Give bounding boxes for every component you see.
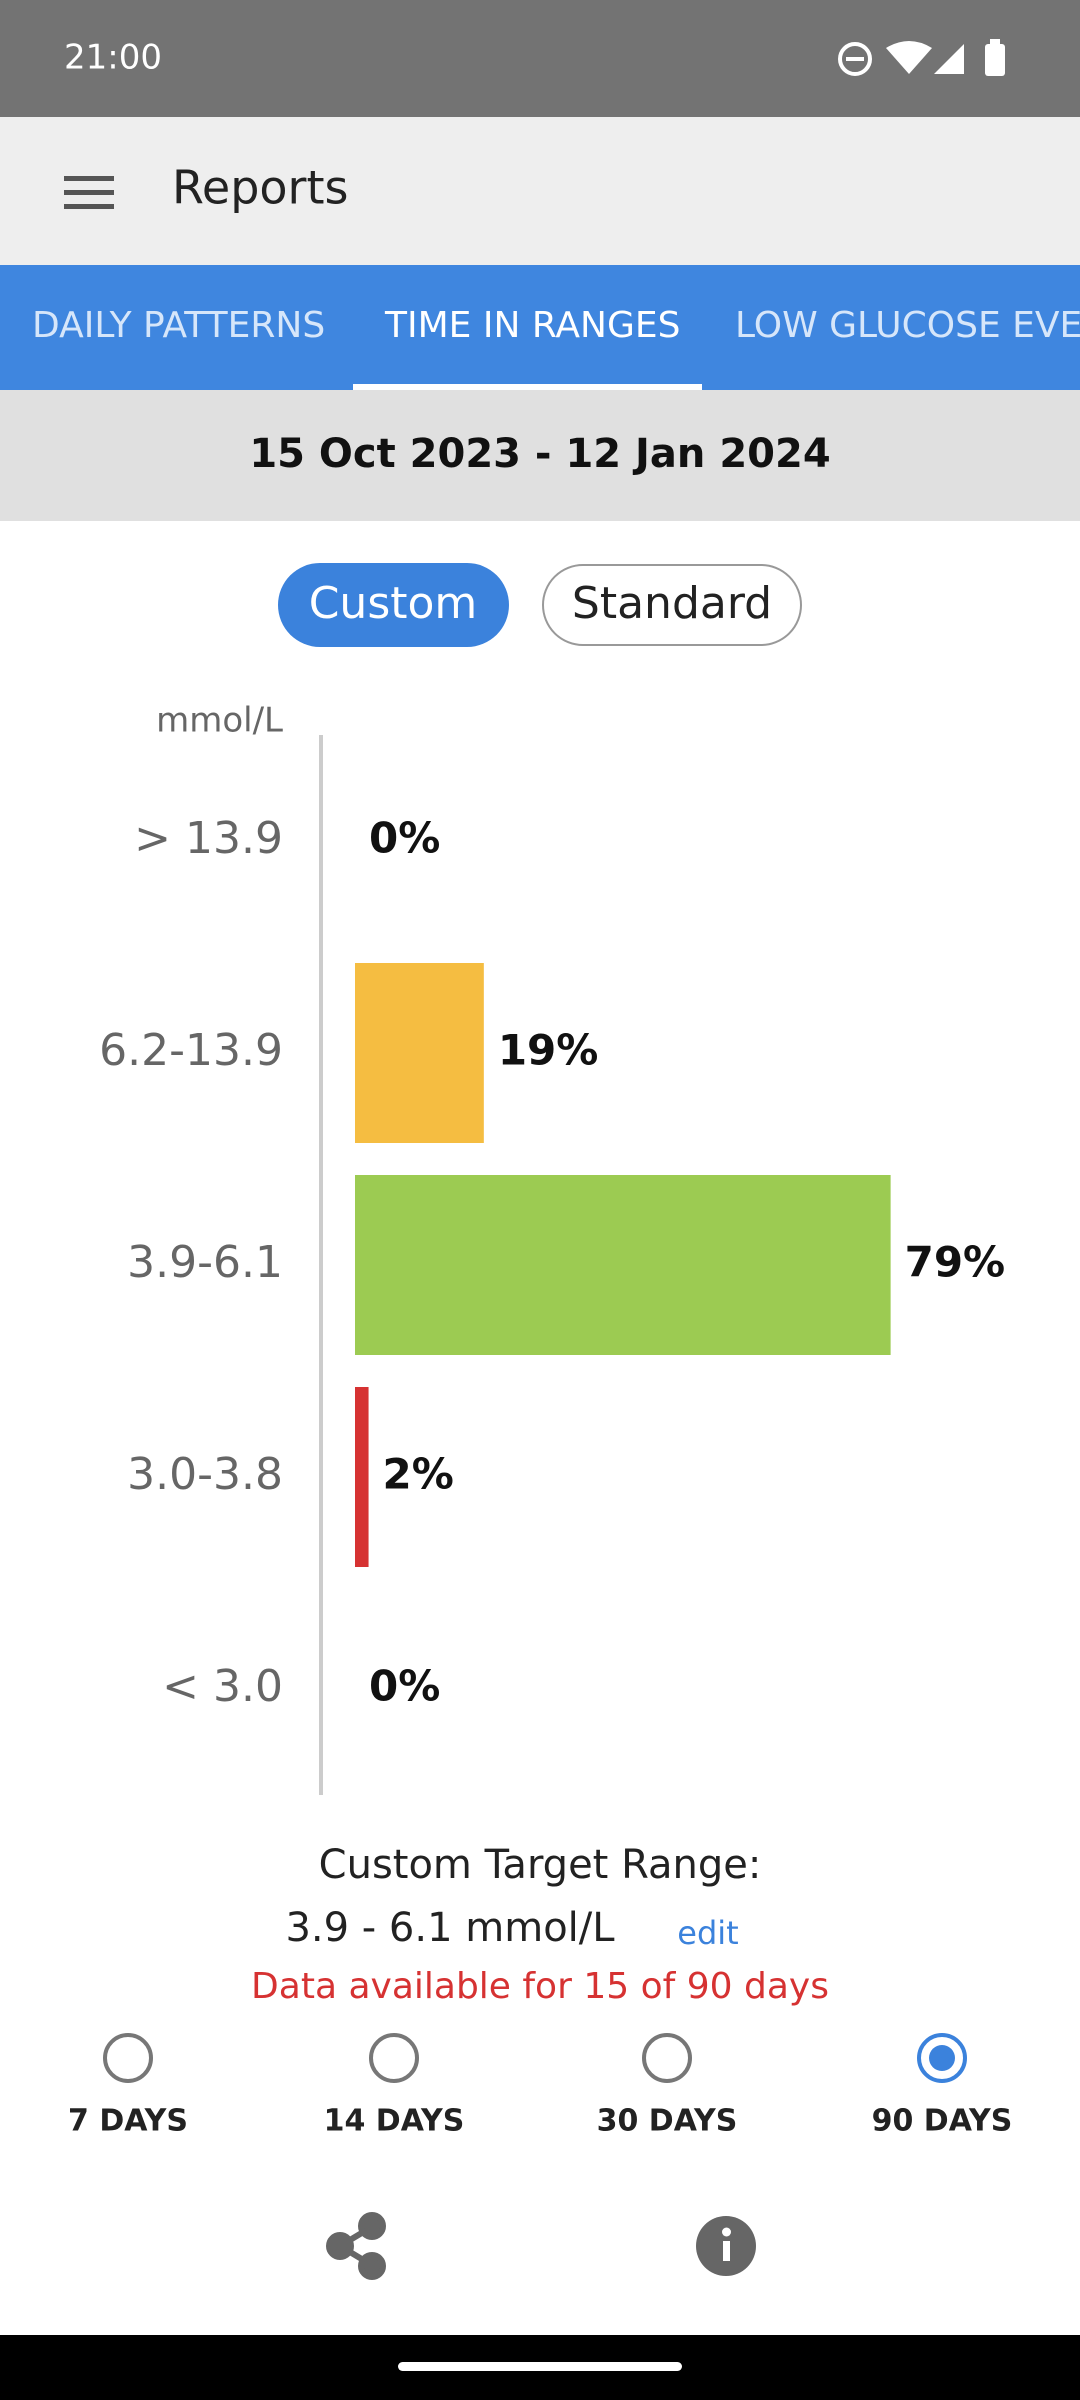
value-label: 79% <box>905 1238 1006 1287</box>
radio-dot <box>929 2045 955 2071</box>
category-label: < 3.0 <box>162 1661 283 1712</box>
period-label: 90 DAYS <box>872 2104 1013 2139</box>
status-time: 21:00 <box>64 38 162 78</box>
axis-label: mmol/L <box>156 701 283 741</box>
tab-bar <box>0 265 1080 390</box>
availability: Data available for 15 of 90 days <box>251 1966 829 2007</box>
radio[interactable] <box>103 2033 153 2083</box>
target-range: 3.9 - 6.1 mmol/L <box>285 1905 615 1951</box>
radio[interactable] <box>642 2033 692 2083</box>
category-label: 6.2-13.9 <box>99 1025 283 1076</box>
value-label: 0% <box>369 814 440 863</box>
app-bar <box>0 117 1080 265</box>
radio[interactable] <box>369 2033 419 2083</box>
radio[interactable] <box>917 2033 967 2083</box>
target-title: Custom Target Range: <box>319 1842 762 1888</box>
menu-button[interactable] <box>64 176 114 209</box>
toggle-label: Custom <box>309 578 478 629</box>
tab[interactable]: TIME IN RANGES <box>384 305 680 346</box>
bar <box>355 1387 369 1567</box>
tab[interactable]: DAILY PATTERNS <box>32 305 325 346</box>
value-label: 0% <box>369 1662 440 1711</box>
home-indicator[interactable] <box>398 2362 682 2371</box>
category-label: 3.0-3.8 <box>127 1449 283 1500</box>
value-label: 19% <box>498 1026 599 1075</box>
bar <box>355 1175 891 1355</box>
info-button[interactable] <box>696 2216 756 2276</box>
date-bar <box>0 390 1080 521</box>
bar <box>355 963 484 1143</box>
toggle-label: Standard <box>572 578 772 629</box>
tab[interactable]: LOW GLUCOSE EVENTS <box>735 305 1080 346</box>
edit-link[interactable]: edit <box>677 1914 738 1952</box>
status-icons <box>838 39 1005 76</box>
app-title: Reports <box>172 161 348 215</box>
toggle-standard[interactable] <box>542 564 802 646</box>
tab-indicator <box>353 384 702 390</box>
share-button[interactable] <box>326 2212 386 2280</box>
category-label: 3.9-6.1 <box>127 1237 283 1288</box>
period-label: 7 DAYS <box>68 2104 188 2139</box>
period-label: 14 DAYS <box>324 2104 465 2139</box>
date-range: 15 Oct 2023 - 12 Jan 2024 <box>249 431 830 477</box>
value-label: 2% <box>383 1450 454 1499</box>
period-label: 30 DAYS <box>597 2104 738 2139</box>
category-label: > 13.9 <box>134 813 283 864</box>
toggle-custom[interactable] <box>278 563 509 647</box>
